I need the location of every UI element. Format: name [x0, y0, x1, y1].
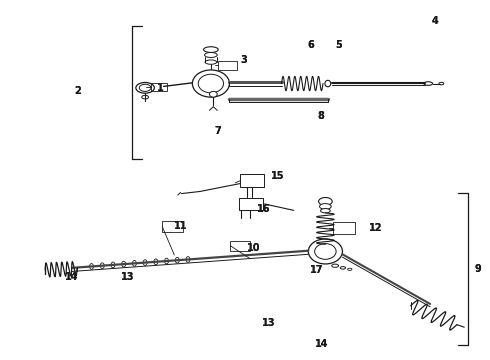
Text: 16: 16	[257, 204, 270, 214]
Text: 2: 2	[74, 86, 81, 96]
Ellipse shape	[139, 84, 151, 91]
Circle shape	[308, 239, 343, 264]
Ellipse shape	[424, 82, 433, 85]
Circle shape	[198, 74, 223, 93]
Bar	[230, 241, 250, 251]
Text: 2: 2	[74, 86, 81, 96]
Bar	[151, 83, 167, 91]
Circle shape	[315, 244, 336, 259]
Text: 13: 13	[262, 318, 275, 328]
Circle shape	[193, 70, 229, 97]
Ellipse shape	[204, 53, 217, 58]
Bar	[239, 198, 263, 210]
Ellipse shape	[439, 82, 444, 85]
Text: 1: 1	[157, 83, 164, 93]
Text: 14: 14	[65, 272, 79, 282]
Text: 15: 15	[271, 171, 285, 181]
Text: 3: 3	[241, 55, 247, 65]
Text: 14: 14	[315, 339, 329, 348]
Ellipse shape	[340, 267, 345, 269]
Ellipse shape	[186, 257, 190, 262]
Text: 7: 7	[215, 126, 221, 136]
Text: 8: 8	[317, 111, 324, 121]
Ellipse shape	[100, 263, 104, 269]
Text: 15: 15	[271, 171, 285, 181]
Ellipse shape	[90, 264, 94, 269]
Ellipse shape	[143, 260, 147, 265]
Text: 11: 11	[174, 221, 188, 231]
Bar	[218, 61, 237, 70]
Ellipse shape	[325, 80, 331, 87]
Text: 8: 8	[317, 111, 324, 121]
Ellipse shape	[136, 82, 154, 93]
Text: 10: 10	[247, 243, 261, 253]
Text: 4: 4	[432, 16, 439, 26]
Text: 16: 16	[257, 204, 270, 214]
Text: 5: 5	[336, 40, 343, 50]
Text: 5: 5	[336, 40, 343, 50]
Text: 14: 14	[315, 339, 329, 348]
Text: 13: 13	[122, 272, 135, 282]
Text: 12: 12	[369, 223, 382, 233]
Ellipse shape	[175, 257, 179, 263]
Ellipse shape	[347, 268, 352, 270]
Text: 3: 3	[241, 55, 247, 65]
Text: 9: 9	[474, 264, 481, 274]
Ellipse shape	[111, 262, 115, 268]
Text: 7: 7	[215, 126, 221, 136]
Ellipse shape	[154, 259, 158, 265]
Bar	[162, 221, 183, 232]
Text: 4: 4	[432, 16, 439, 26]
Text: 10: 10	[247, 243, 261, 253]
Ellipse shape	[320, 208, 330, 213]
Bar	[333, 222, 355, 234]
Text: 12: 12	[369, 223, 382, 233]
Ellipse shape	[203, 47, 218, 53]
Text: 17: 17	[310, 265, 324, 275]
Circle shape	[209, 91, 217, 97]
Ellipse shape	[318, 198, 332, 205]
Bar	[240, 174, 265, 187]
Text: 1: 1	[157, 83, 164, 93]
Text: 6: 6	[307, 40, 314, 50]
Text: 13: 13	[262, 318, 275, 328]
Text: 11: 11	[174, 221, 188, 231]
Ellipse shape	[165, 258, 169, 264]
Text: 9: 9	[474, 264, 481, 274]
Ellipse shape	[319, 203, 331, 209]
Ellipse shape	[132, 261, 136, 266]
Text: 13: 13	[122, 272, 135, 282]
Text: 6: 6	[307, 40, 314, 50]
Ellipse shape	[205, 60, 217, 64]
Text: 14: 14	[65, 272, 79, 282]
Ellipse shape	[122, 261, 125, 267]
Ellipse shape	[142, 95, 148, 99]
Ellipse shape	[332, 264, 339, 267]
Text: 17: 17	[310, 265, 324, 275]
